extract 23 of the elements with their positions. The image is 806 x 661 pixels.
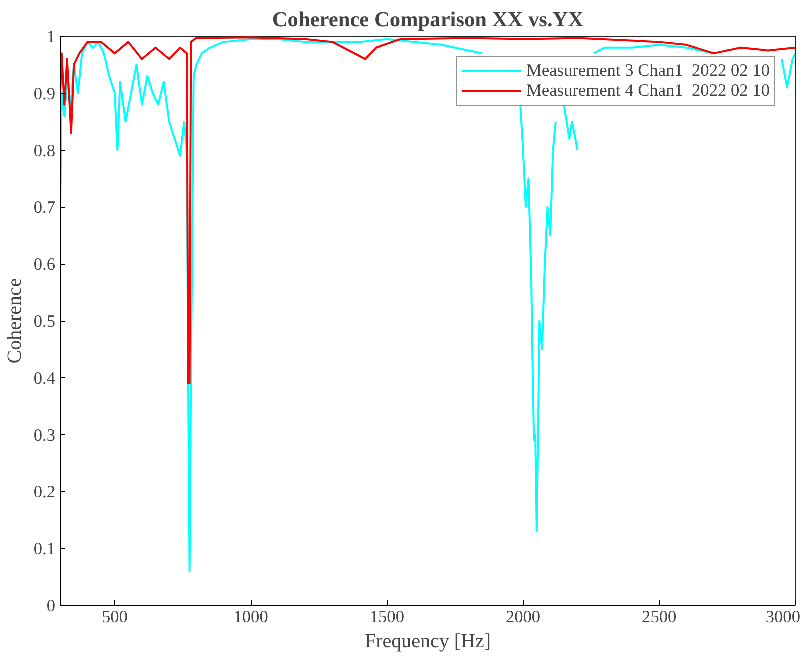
y-tick-label: 0.3 — [34, 426, 56, 445]
x-tick-label: 2000 — [506, 608, 541, 626]
y-tick-label: 0.7 — [34, 198, 56, 218]
x-axis-title: Frequency [Hz] — [364, 630, 492, 652]
x-tick-label: 1000 — [234, 608, 268, 626]
y-tick-label: 0.9 — [34, 84, 56, 104]
y-tick-label: 0 — [46, 596, 56, 616]
y-tick-label: 0.8 — [34, 141, 56, 160]
x-tick-label: 1500 — [370, 608, 404, 626]
y-tick-label: 0.6 — [34, 255, 56, 274]
legend-label: Measurement 3 Chan1 2022 02 10 — [526, 61, 770, 81]
x-tick-label: 500 — [102, 608, 128, 626]
chart-title: Coherence Comparison XX vs.YX — [272, 8, 584, 32]
y-tick-label: 0.1 — [34, 540, 56, 559]
y-tick-label: 0.4 — [34, 368, 56, 388]
x-tick-label: 3000 — [766, 608, 800, 626]
line-series — [60, 36, 796, 385]
y-tick-label: 0.2 — [34, 482, 56, 502]
y-tick-label: 1 — [46, 28, 56, 46]
x-tick-label: 2500 — [642, 608, 677, 626]
y-axis-title: Coherence — [4, 278, 26, 364]
y-tick-label: 0.5 — [34, 312, 56, 331]
legend-label: Measurement 4 Chan1 2022 02 10 — [526, 81, 770, 101]
